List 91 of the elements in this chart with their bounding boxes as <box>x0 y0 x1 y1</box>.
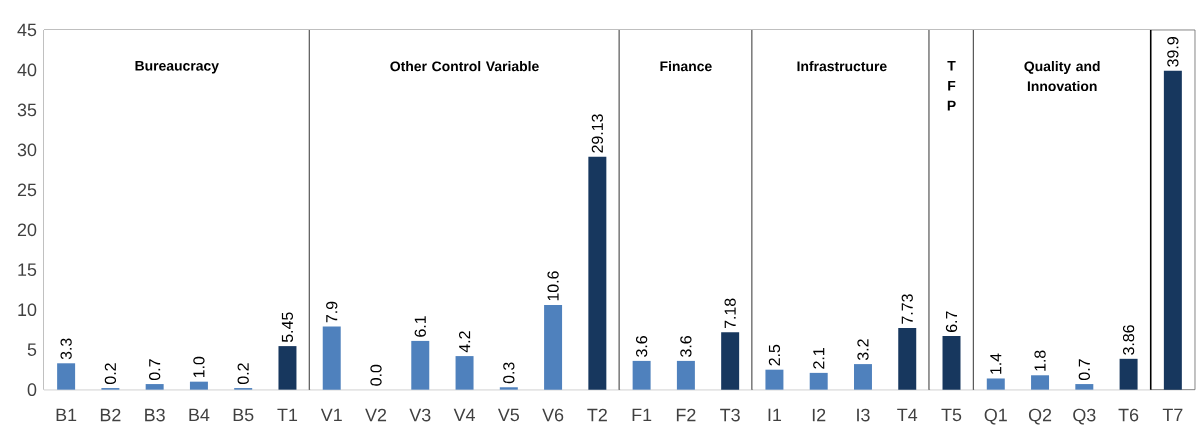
data-label: 6.1 <box>414 316 426 337</box>
data-label: 0.0 <box>370 364 382 386</box>
data-label: 3.86 <box>1122 325 1135 356</box>
y-tick-label: 10 <box>18 303 37 317</box>
x-tick-label: T6 <box>1118 408 1139 422</box>
y-tick-label: 15 <box>18 263 37 277</box>
bar <box>809 373 828 390</box>
bar <box>765 369 784 390</box>
data-label: 1.8 <box>1034 350 1046 371</box>
x-tick-label: T4 <box>897 408 918 422</box>
y-tick-label: 40 <box>17 63 37 77</box>
bar <box>588 157 607 390</box>
data-label: 7.18 <box>724 298 736 329</box>
band-label: Bureaucracy <box>135 61 219 74</box>
x-tick-label: V2 <box>365 408 387 422</box>
bar <box>544 305 563 390</box>
bar <box>322 326 341 390</box>
data-label: 29.13 <box>591 114 603 153</box>
bar <box>455 356 474 390</box>
band-label: Infrastructure <box>797 61 887 72</box>
x-tick-label: I3 <box>857 408 870 422</box>
bar <box>1163 70 1182 390</box>
x-tick-label: V3 <box>409 408 431 422</box>
x-tick-label: T2 <box>587 408 607 422</box>
y-tick-label: 30 <box>17 143 37 157</box>
x-tick-label: B2 <box>100 408 121 422</box>
x-tick-label: V6 <box>542 408 564 422</box>
y-tick-label: 5 <box>27 343 37 357</box>
data-label: 3.6 <box>680 336 692 358</box>
bar <box>499 387 518 390</box>
data-label: 3.6 <box>635 336 648 358</box>
data-label: 0.7 <box>1078 359 1090 381</box>
data-label: 0.7 <box>149 359 161 381</box>
x-tick-label: F1 <box>632 408 652 422</box>
bar <box>1119 359 1138 390</box>
y-tick-label: 45 <box>17 23 37 37</box>
bar <box>986 378 1005 390</box>
x-tick-label: F2 <box>676 408 696 422</box>
data-label: 2.5 <box>768 345 781 366</box>
bar <box>1031 375 1050 390</box>
data-label: 1.4 <box>990 353 1002 375</box>
bar <box>1075 384 1094 390</box>
bar <box>189 381 208 390</box>
band-label: Other Control Variable <box>390 61 539 72</box>
x-tick-label: T1 <box>277 408 298 422</box>
x-tick-label: Q2 <box>1028 408 1052 425</box>
x-tick-label: Q3 <box>1073 408 1096 425</box>
y-tick-label: 25 <box>17 183 37 197</box>
x-tick-label: V1 <box>320 408 342 422</box>
data-label: 7.73 <box>901 294 913 324</box>
band-label: Finance <box>660 61 712 72</box>
data-label: 3.2 <box>857 339 869 361</box>
x-tick-label: T7 <box>1162 408 1183 422</box>
bar <box>721 332 740 390</box>
y-tick-label: 0 <box>27 383 37 397</box>
bar <box>676 361 695 390</box>
x-tick-label: T5 <box>941 408 962 422</box>
band-label: T F P <box>947 61 956 111</box>
data-label: 3.3 <box>60 338 72 360</box>
x-tick-label: I1 <box>768 408 782 422</box>
data-label: 0.3 <box>503 362 515 384</box>
data-label: 39.9 <box>1167 37 1179 67</box>
x-tick-label: I2 <box>812 408 826 422</box>
x-tick-label: B1 <box>56 408 77 422</box>
data-label: 0.2 <box>237 363 249 385</box>
bar <box>411 341 430 390</box>
x-tick-label: Q1 <box>984 408 1007 425</box>
bar <box>942 336 961 390</box>
y-tick-label: 20 <box>17 223 37 237</box>
data-label: 4.2 <box>458 331 471 353</box>
band-label: Quality and Innovation <box>1024 61 1100 92</box>
bar <box>853 364 872 390</box>
y-tick-label: 35 <box>17 103 37 117</box>
data-label: 6.7 <box>945 311 958 333</box>
data-label: 7.9 <box>326 301 338 323</box>
x-tick-label: B4 <box>189 408 210 422</box>
data-label: 1.0 <box>193 356 205 378</box>
data-label: 10.6 <box>547 271 559 301</box>
bar <box>145 384 164 390</box>
x-tick-label: B5 <box>233 408 254 422</box>
x-tick-label: V4 <box>453 408 475 422</box>
data-label: 0.2 <box>104 363 117 385</box>
x-tick-label: V5 <box>497 408 520 422</box>
x-tick-label: B3 <box>145 408 165 422</box>
x-tick-label: T3 <box>720 408 740 422</box>
bar <box>57 363 76 390</box>
bar <box>898 328 917 390</box>
bar <box>632 361 651 390</box>
data-label: 5.45 <box>281 312 294 343</box>
bar <box>278 346 297 390</box>
data-label: 2.1 <box>813 348 825 369</box>
